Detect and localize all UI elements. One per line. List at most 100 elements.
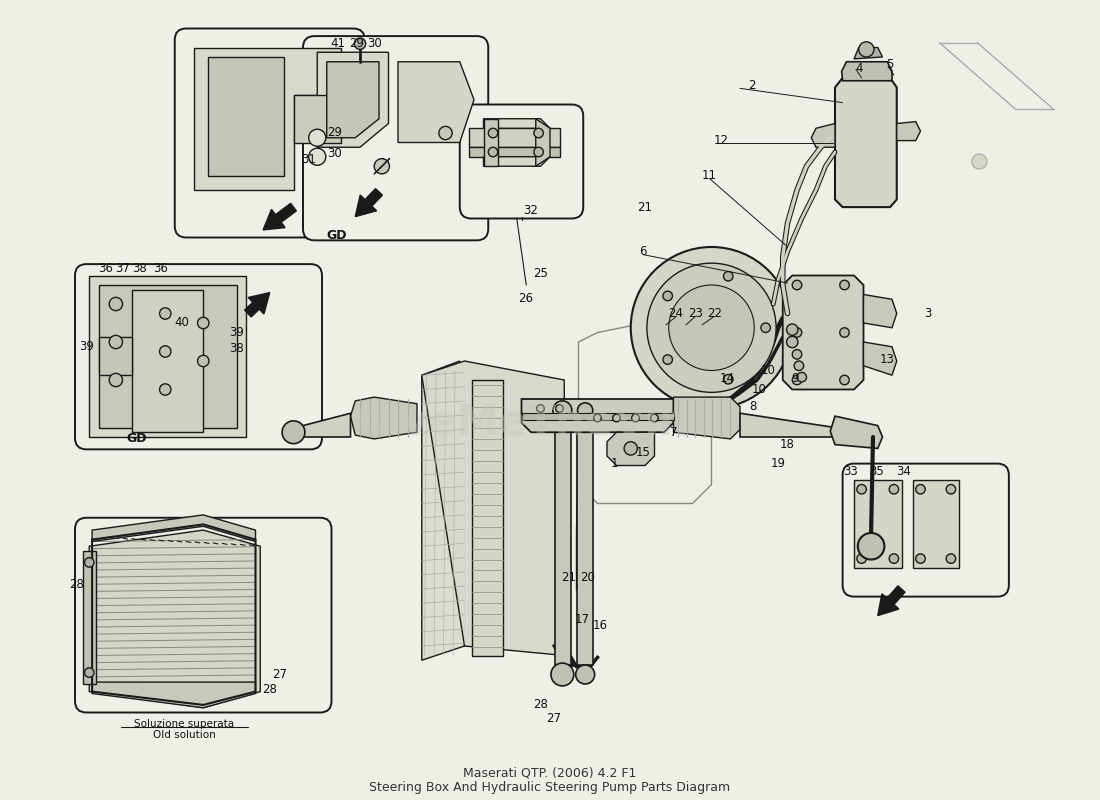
Circle shape [915,485,925,494]
Circle shape [663,355,672,364]
Polygon shape [484,118,550,128]
Polygon shape [208,57,284,176]
Text: Maserati QTP. (2006) 4.2 F1: Maserati QTP. (2006) 4.2 F1 [463,767,637,780]
Polygon shape [554,418,571,665]
Circle shape [85,668,94,678]
Circle shape [309,148,326,166]
Text: 10: 10 [761,364,776,377]
Polygon shape [521,399,673,432]
Polygon shape [740,414,839,437]
Polygon shape [398,62,474,142]
Circle shape [858,533,884,559]
Polygon shape [835,78,896,207]
Circle shape [109,335,122,349]
Polygon shape [298,414,351,437]
Text: 27: 27 [547,712,561,725]
Polygon shape [470,128,560,147]
Text: GiveMeTheVin: GiveMeTheVin [354,402,690,444]
Text: 30: 30 [367,37,382,50]
Circle shape [669,285,755,370]
FancyBboxPatch shape [75,264,322,450]
Text: 14: 14 [720,371,735,385]
Polygon shape [89,275,246,437]
Circle shape [109,374,122,386]
Circle shape [556,405,563,412]
Circle shape [160,308,170,319]
Polygon shape [913,480,958,568]
Circle shape [857,554,867,563]
Circle shape [534,128,543,138]
Text: 37: 37 [116,262,130,275]
Text: 19: 19 [770,457,785,470]
Text: 2: 2 [748,79,755,92]
Polygon shape [470,147,560,157]
FancyBboxPatch shape [460,105,583,218]
Circle shape [354,38,365,50]
Circle shape [613,414,620,422]
Text: 3: 3 [924,307,932,320]
Text: 35: 35 [869,465,884,478]
Circle shape [889,485,899,494]
Polygon shape [576,418,593,665]
Polygon shape [484,118,497,166]
Circle shape [109,298,122,310]
Circle shape [792,328,802,338]
Circle shape [647,263,777,392]
Text: 7: 7 [670,426,678,438]
Circle shape [553,401,572,420]
Text: 31: 31 [301,153,316,166]
Polygon shape [355,189,383,217]
Text: 39: 39 [229,326,244,339]
Polygon shape [878,586,905,616]
Text: 41: 41 [331,37,345,50]
Text: 23: 23 [688,307,703,320]
Circle shape [786,336,798,348]
Polygon shape [263,203,296,230]
Text: 38: 38 [132,262,147,275]
Text: 27: 27 [272,668,287,681]
Polygon shape [484,157,550,166]
Circle shape [630,247,792,409]
Polygon shape [864,342,896,375]
Text: 8: 8 [749,400,757,413]
Circle shape [792,350,802,359]
Text: 40: 40 [174,317,189,330]
Circle shape [534,147,543,157]
FancyBboxPatch shape [843,464,1009,597]
Circle shape [537,405,544,412]
Polygon shape [896,122,921,141]
Text: 11: 11 [702,170,717,182]
Text: 28: 28 [534,698,548,711]
Circle shape [651,414,658,422]
Circle shape [971,154,987,169]
Text: GD: GD [126,432,147,446]
Text: 16: 16 [593,618,608,632]
Text: 12: 12 [714,134,728,147]
Text: 25: 25 [534,267,548,280]
Polygon shape [99,338,132,375]
Text: 38: 38 [229,342,244,355]
Text: Steering Box And Hydraulic Steering Pump Parts Diagram: Steering Box And Hydraulic Steering Pump… [370,781,730,794]
Polygon shape [421,361,464,660]
Circle shape [839,280,849,290]
Circle shape [724,374,733,384]
Polygon shape [244,293,270,317]
Polygon shape [854,47,882,59]
Polygon shape [92,515,255,542]
Polygon shape [92,682,255,708]
Text: 21: 21 [638,201,652,214]
Text: 4: 4 [855,62,862,75]
Circle shape [374,158,389,174]
Circle shape [160,346,170,357]
Polygon shape [99,285,236,427]
Circle shape [761,323,770,333]
Circle shape [798,373,806,382]
Text: 15: 15 [636,446,650,458]
Text: 34: 34 [896,465,911,478]
Circle shape [282,421,305,444]
Polygon shape [673,397,740,439]
Circle shape [631,414,639,422]
Text: 33: 33 [843,465,858,478]
FancyBboxPatch shape [175,29,365,238]
Circle shape [946,554,956,563]
